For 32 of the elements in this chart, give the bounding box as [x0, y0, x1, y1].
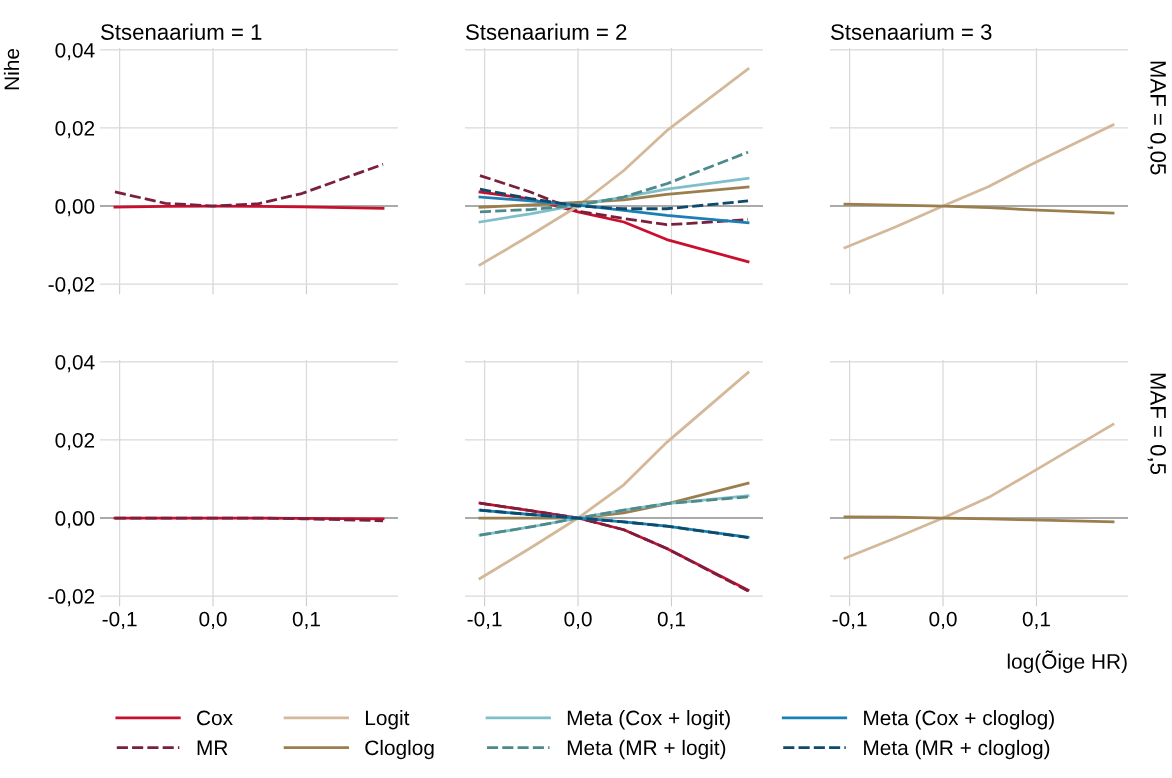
- y-tick-label: -0,02: [48, 277, 95, 295]
- y-tick-label: 0,04: [55, 354, 95, 373]
- chart-title: Stsenaarium = 3: [831, 23, 992, 40]
- y-tick-label: -0,02: [48, 589, 95, 607]
- y-tick-label: 0,02: [55, 432, 95, 451]
- y-axis-title: Nihe: [3, 48, 20, 90]
- x-axis-title: log(Õige HR): [1007, 650, 1127, 673]
- text: MAF = 0,5: [1147, 373, 1167, 475]
- legend-label: MR: [197, 740, 228, 755]
- legend-label: Meta (MR + logit): [567, 739, 726, 760]
- x-tick-label: 0,0: [929, 611, 957, 629]
- x-tick-label: 0,1: [657, 611, 685, 629]
- x-tick-label: -0,1: [832, 611, 867, 629]
- legend-label: Cloglog: [365, 739, 434, 760]
- legend-label: Logit: [365, 709, 410, 730]
- legend-label: Meta (Cox + cloglog): [864, 709, 1054, 730]
- x-tick-label: 0,0: [199, 611, 227, 629]
- chart-title: Stsenaarium = 2: [466, 23, 627, 40]
- x-tick-label: 0,1: [1022, 611, 1050, 629]
- legend-label: Meta (MR + cloglog): [864, 739, 1050, 760]
- y-tick-label: 0,00: [55, 199, 95, 217]
- y-tick-label: 0,02: [55, 120, 95, 139]
- x-tick-label: -0,1: [467, 611, 502, 629]
- chart-title: Stsenaarium = 1: [101, 23, 262, 40]
- x-tick-label: 0,1: [292, 611, 320, 629]
- y-tick-label: 0,00: [55, 511, 95, 529]
- x-tick-label: -0,1: [102, 611, 137, 629]
- x-tick-label: 0,0: [564, 611, 592, 629]
- y-tick-label: 0,04: [55, 42, 95, 61]
- text: MAF = 0,05: [1147, 61, 1167, 175]
- legend-label: Cox: [197, 710, 233, 726]
- legend-label: Meta (Cox + logit): [567, 709, 730, 730]
